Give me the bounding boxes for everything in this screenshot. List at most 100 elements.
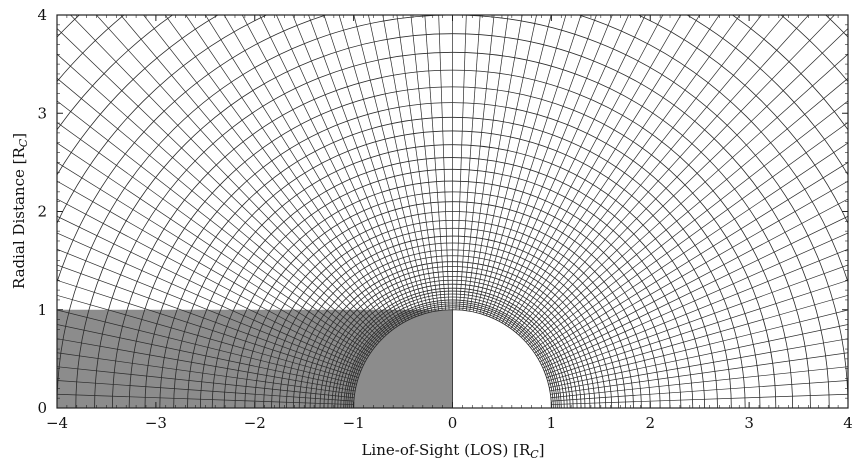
grid-ray (57, 338, 356, 392)
grid-ray (70, 15, 385, 338)
grid-ray (459, 15, 481, 311)
grid-ray (550, 366, 848, 399)
grid-ray (57, 324, 356, 388)
grid-ray (57, 380, 354, 402)
grid-ray (462, 15, 495, 311)
grid-ray (424, 15, 446, 311)
grid-ray (510, 15, 741, 329)
grid-ray (495, 15, 646, 320)
grid-ray (545, 264, 848, 375)
grid-ray (57, 309, 357, 385)
grid-ray (396, 15, 440, 311)
grid-ray (518, 15, 810, 336)
grid-ray (57, 77, 377, 346)
x-tick-label: 2 (645, 414, 655, 432)
grid-ray (544, 248, 848, 372)
grid-ray (465, 15, 509, 311)
occulter-right-half (452, 309, 552, 409)
y-axis-label: Radial Distance [RC] (10, 133, 30, 289)
grid-ray (292, 15, 416, 318)
grid-ray (57, 215, 364, 366)
grid-ray (546, 279, 848, 378)
grid-ray (542, 232, 848, 369)
y-tick-label: 3 (37, 104, 47, 122)
grid-ray (57, 279, 359, 378)
grid-ray (547, 294, 848, 382)
grid-ray (492, 15, 629, 319)
grid-ray (57, 180, 368, 360)
grid-ray (368, 15, 433, 312)
grid-ray (501, 15, 682, 324)
grid-ray (120, 15, 390, 333)
x-tick-label: −4 (46, 414, 68, 432)
grid-ray (338, 15, 426, 314)
grid-ring (57, 15, 848, 284)
grid-ray (276, 15, 413, 319)
grid-ray (57, 142, 371, 354)
grid-ray (498, 15, 664, 322)
y-tick-label: 1 (37, 301, 47, 319)
grid-ray (482, 15, 582, 315)
occulter-left-half (353, 309, 453, 409)
grid-ray (57, 264, 360, 375)
grid-ray (541, 215, 848, 366)
grid-ray (95, 15, 387, 336)
grid-ray (539, 198, 848, 363)
grid-ray (537, 180, 848, 360)
grid-ray (185, 15, 398, 327)
grid-ray (57, 294, 358, 382)
y-tick-label: 2 (37, 203, 47, 221)
grid-ray (57, 248, 361, 372)
grid-ray (507, 15, 720, 327)
grid-ray (57, 352, 355, 395)
grid-ray (57, 53, 380, 343)
grid-ray (382, 15, 436, 312)
grid-ray (485, 15, 597, 316)
x-tick-label: 4 (843, 414, 852, 432)
grid-ray (472, 15, 537, 312)
grid-ray (323, 15, 423, 315)
grid-ray (489, 15, 613, 318)
grid-ray (532, 122, 848, 351)
grid-ray (469, 15, 523, 312)
x-axis-label: Line-of-Sight (LOS) [RC] (361, 441, 544, 461)
grid-ray (57, 27, 382, 341)
x-tick-label: 1 (547, 414, 557, 432)
grid-ray (515, 15, 785, 333)
grid-ray (528, 77, 848, 346)
grid-ray (204, 15, 401, 325)
grid-ray (549, 338, 848, 392)
occulter-layer (353, 309, 552, 409)
grid-ray (143, 15, 392, 331)
grid-ray (455, 15, 467, 310)
grid-ray (534, 142, 848, 354)
grid-ray (57, 122, 373, 351)
grid-ray (548, 309, 848, 385)
x-tick-label: −3 (145, 414, 167, 432)
grid-ray (523, 27, 848, 341)
grid-ray (308, 15, 420, 316)
grid-ray (550, 352, 848, 395)
grid-layer (57, 15, 848, 408)
grid-ray (57, 162, 369, 357)
grid-ray (525, 53, 848, 343)
grid-ray (241, 15, 407, 322)
grid-ray (520, 15, 835, 338)
tick-layer: −4 −3 −2 −1 0 1 2 3 4 0 1 2 3 4 (37, 6, 852, 432)
grid-ray (164, 15, 395, 329)
grid-ray (476, 15, 552, 313)
grid-ray (57, 232, 363, 369)
grid-ray (438, 15, 450, 310)
grid-ray (504, 15, 701, 325)
grid-ray (57, 100, 375, 348)
grid-ray (57, 366, 355, 399)
x-tick-label: −1 (343, 414, 365, 432)
grid-ray (530, 100, 848, 348)
x-tick-label: 0 (448, 414, 458, 432)
x-tick-label: 3 (744, 414, 754, 432)
grid-ray (513, 15, 762, 331)
grid-ray (536, 162, 848, 357)
grid-ray (410, 15, 443, 311)
grid-ray (549, 324, 848, 388)
